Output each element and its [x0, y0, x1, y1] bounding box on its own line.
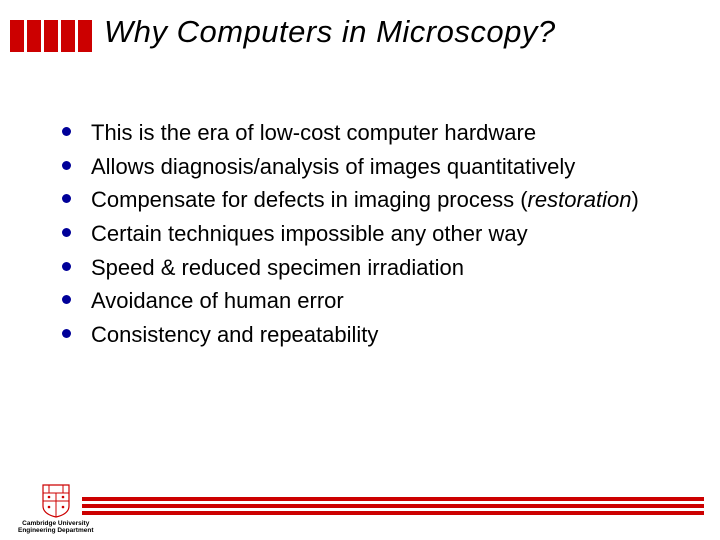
bullet-dot-icon	[62, 161, 71, 170]
bullet-dot-icon	[62, 127, 71, 136]
logo-bars	[10, 20, 92, 52]
slide-content: This is the era of low-cost computer har…	[0, 52, 720, 350]
list-item: Speed & reduced specimen irradiation	[62, 253, 690, 283]
bullet-text: This is the era of low-cost computer har…	[91, 118, 536, 148]
bullet-text: Certain techniques impossible any other …	[91, 219, 528, 249]
footer-lines	[82, 497, 704, 515]
list-item: Allows diagnosis/analysis of images quan…	[62, 152, 690, 182]
logo-bar	[10, 20, 24, 52]
slide-header: Why Computers in Microscopy?	[0, 0, 720, 52]
bullet-text: Compensate for defects in imaging proces…	[91, 185, 639, 215]
list-item: Consistency and repeatability	[62, 320, 690, 350]
slide-title: Why Computers in Microscopy?	[104, 14, 556, 50]
bullet-dot-icon	[62, 228, 71, 237]
shield-icon	[42, 484, 70, 518]
footer-branding: Cambridge University Engineering Departm…	[18, 484, 93, 534]
list-item: Certain techniques impossible any other …	[62, 219, 690, 249]
bullet-text: Allows diagnosis/analysis of images quan…	[91, 152, 575, 182]
list-item: Compensate for defects in imaging proces…	[62, 185, 690, 215]
logo-bar	[27, 20, 41, 52]
footer-line	[82, 511, 704, 515]
bullet-dot-icon	[62, 194, 71, 203]
logo-bar	[78, 20, 92, 52]
footer-caption: Cambridge University Engineering Departm…	[18, 520, 93, 534]
bullet-list: This is the era of low-cost computer har…	[62, 118, 690, 350]
footer-caption-line1: Cambridge University	[18, 520, 93, 527]
bullet-text: Consistency and repeatability	[91, 320, 378, 350]
bullet-dot-icon	[62, 262, 71, 271]
logo-bar	[44, 20, 58, 52]
footer-caption-line2: Engineering Department	[18, 527, 93, 534]
footer-line	[82, 504, 704, 508]
footer-line	[82, 497, 704, 501]
list-item: This is the era of low-cost computer har…	[62, 118, 690, 148]
slide-footer: Cambridge University Engineering Departm…	[10, 497, 710, 518]
list-item: Avoidance of human error	[62, 286, 690, 316]
bullet-dot-icon	[62, 295, 71, 304]
bullet-text: Speed & reduced specimen irradiation	[91, 253, 464, 283]
bullet-text: Avoidance of human error	[91, 286, 344, 316]
logo-bar	[61, 20, 75, 52]
bullet-dot-icon	[62, 329, 71, 338]
